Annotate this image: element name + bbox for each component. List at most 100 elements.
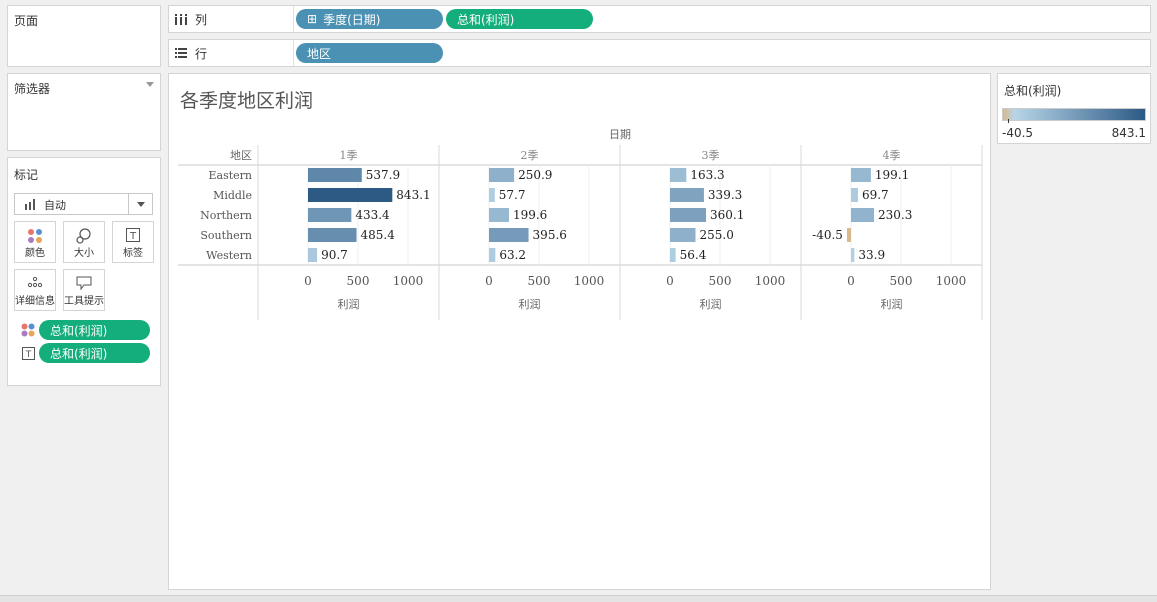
bar[interactable]	[846, 228, 851, 242]
bar[interactable]	[489, 188, 495, 202]
bar[interactable]	[670, 188, 704, 202]
columns-pill-profit[interactable]: 总和(利润)	[446, 9, 593, 29]
x-axis-label: 利润	[700, 297, 722, 311]
mark-type-dropdown[interactable]: 自动	[14, 193, 153, 215]
columns-label: 列	[195, 12, 208, 27]
x-tick-label: 0	[304, 274, 312, 288]
color-dots-icon	[21, 323, 35, 337]
chart-svg[interactable]: 各季度地区利润 日期 地区 Eastern Middle Northern South…	[169, 74, 990, 589]
detail-button[interactable]: 详细信息	[14, 269, 56, 311]
bar[interactable]	[851, 248, 855, 262]
bar[interactable]	[670, 228, 696, 242]
x-tick-label: 500	[890, 274, 913, 288]
pages-panel[interactable]: 页面	[7, 5, 161, 67]
bar[interactable]	[851, 188, 858, 202]
label-button-label: 标签	[123, 248, 143, 259]
bar[interactable]	[489, 168, 515, 182]
chart-canvas[interactable]: 各季度地区利润 日期 地区 Eastern Middle Northern South…	[168, 73, 991, 590]
color-button-label: 颜色	[25, 248, 45, 259]
bar-chart-icon	[25, 199, 35, 210]
x-axis-label: 利润	[881, 297, 903, 311]
legend-min-label: -40.5	[1002, 126, 1034, 140]
rows-shelf-label: 行	[175, 40, 207, 66]
x-tick-label: 500	[347, 274, 370, 288]
column-header: 日期	[609, 128, 631, 141]
legend-panel[interactable]: 总和(利润) -40.5 843.1	[997, 73, 1151, 144]
columns-icon	[175, 13, 187, 25]
bar[interactable]	[851, 208, 875, 222]
detail-button-label: 详细信息	[15, 296, 55, 307]
bar[interactable]	[670, 208, 707, 222]
columns-shelf[interactable]: 列 ⊞ 季度(日期) 总和(利润)	[168, 5, 1151, 33]
tooltip-icon	[76, 276, 92, 290]
rows-pill-region[interactable]: 地区	[296, 43, 443, 63]
text-label-icon: T	[22, 347, 35, 360]
bar[interactable]	[308, 228, 357, 242]
row-label: Northern	[200, 209, 252, 222]
x-axis-label: 利润	[338, 297, 360, 311]
bar[interactable]	[308, 188, 393, 202]
label-mark-pill[interactable]: 总和(利润)	[39, 343, 150, 363]
label-button[interactable]: T 标签	[112, 221, 154, 263]
value-label: 250.9	[518, 168, 552, 182]
pane-header-label: 2季	[521, 149, 539, 162]
bar[interactable]	[489, 208, 509, 222]
mark-type-value: 自动	[44, 199, 66, 212]
legend-gradient	[1002, 108, 1146, 121]
x-tick-label: 0	[847, 274, 855, 288]
tooltip-button[interactable]: 工具提示	[63, 269, 105, 311]
size-icon	[76, 228, 91, 244]
bar[interactable]	[851, 168, 871, 182]
x-tick-label: 1000	[936, 274, 967, 288]
x-tick-label: 0	[485, 274, 493, 288]
value-label: 199.1	[875, 168, 909, 182]
row-label: Eastern	[208, 169, 252, 182]
color-dots-icon	[28, 229, 42, 243]
bottom-tab-bar[interactable]	[0, 595, 1157, 602]
bar[interactable]	[308, 248, 318, 262]
size-button-label: 大小	[74, 248, 94, 259]
bar[interactable]	[670, 248, 676, 262]
value-label: 163.3	[690, 168, 724, 182]
columns-pill-quarter-label: 季度(日期)	[323, 12, 381, 27]
value-label: 56.4	[680, 248, 707, 262]
value-label: 537.9	[366, 168, 400, 182]
rows-shelf[interactable]: 行 地区	[168, 39, 1151, 67]
value-label: 63.2	[499, 248, 526, 262]
marks-panel: 标记 自动 颜色 大小 T 标签	[7, 157, 161, 386]
bar[interactable]	[489, 228, 529, 242]
filters-title: 筛选器	[14, 82, 51, 96]
value-label: 199.6	[513, 208, 547, 222]
bar[interactable]	[308, 168, 362, 182]
text-label-icon: T	[126, 228, 140, 242]
shelf-divider	[293, 6, 294, 32]
size-button[interactable]: 大小	[63, 221, 105, 263]
filters-panel[interactable]: 筛选器	[7, 73, 161, 151]
pane-header-label: 4季	[883, 149, 901, 162]
value-label: 339.3	[708, 188, 742, 202]
value-label: 230.3	[878, 208, 912, 222]
x-tick-label: 500	[528, 274, 551, 288]
columns-shelf-label: 列	[175, 6, 207, 32]
tooltip-button-label: 工具提示	[64, 296, 104, 307]
value-label: 57.7	[499, 188, 526, 202]
columns-pill-quarter[interactable]: ⊞ 季度(日期)	[296, 9, 443, 29]
shelf-divider	[293, 40, 294, 66]
value-label: 33.9	[858, 248, 885, 262]
bar[interactable]	[308, 208, 352, 222]
rows-icon	[175, 48, 187, 58]
pane-header-label: 1季	[340, 149, 358, 162]
value-label: 90.7	[321, 248, 348, 262]
x-axis-label: 利润	[519, 297, 541, 311]
svg-text:T: T	[25, 350, 32, 360]
bar[interactable]	[670, 168, 687, 182]
bar[interactable]	[489, 248, 496, 262]
color-mark-pill[interactable]: 总和(利润)	[39, 320, 150, 340]
detail-dots-icon	[27, 276, 43, 288]
color-button[interactable]: 颜色	[14, 221, 56, 263]
filters-menu-icon[interactable]	[146, 82, 154, 87]
x-tick-label: 0	[666, 274, 674, 288]
expand-icon[interactable]: ⊞	[307, 12, 318, 26]
x-tick-label: 1000	[393, 274, 424, 288]
x-tick-label: 1000	[755, 274, 786, 288]
